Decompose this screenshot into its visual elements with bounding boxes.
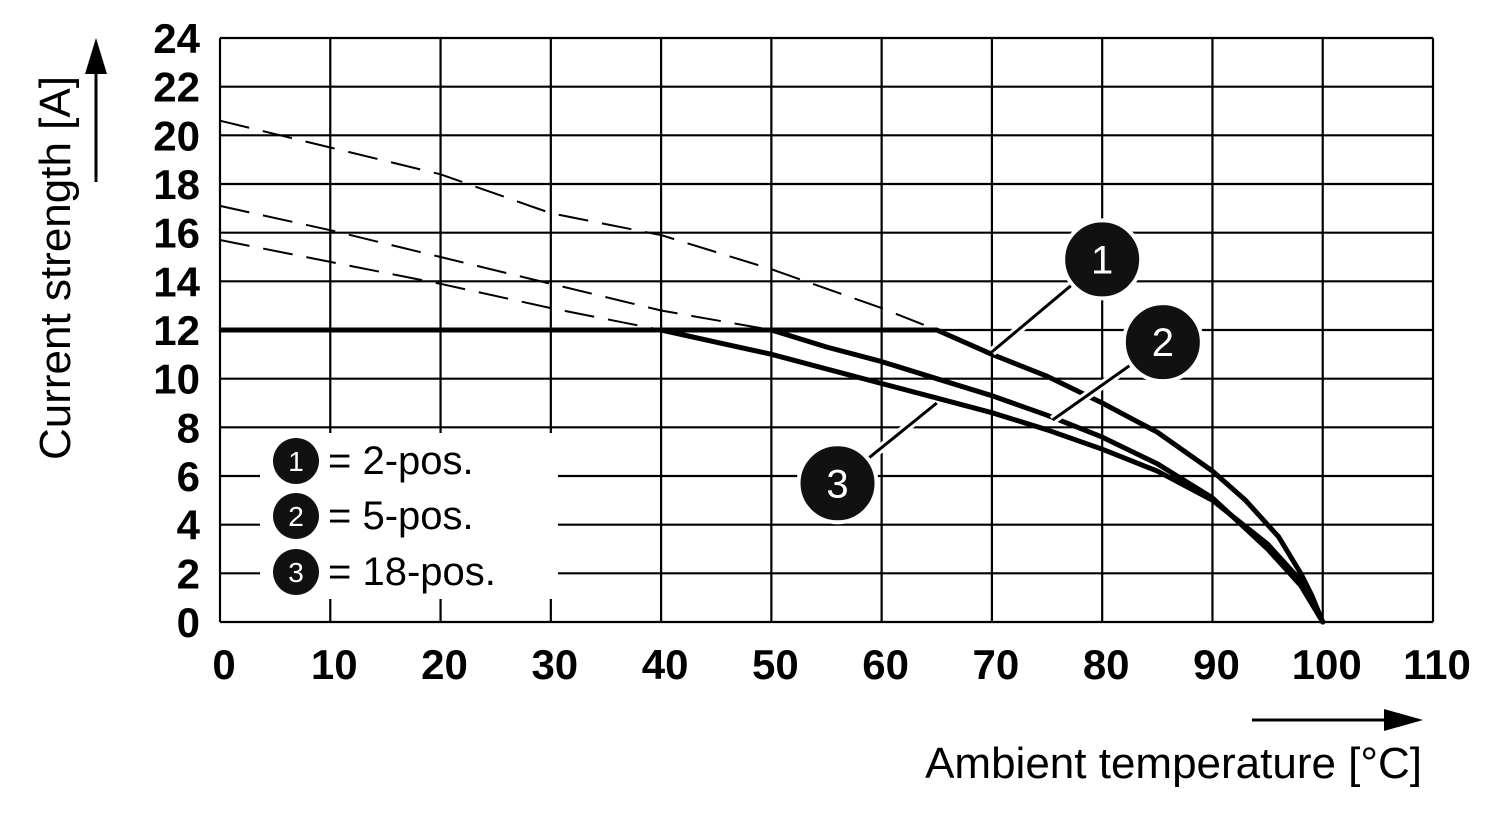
x-tick-label: 40 [642, 641, 689, 688]
x-tick-label: 0 [212, 641, 235, 688]
x-axis-label: Ambient temperature [°C] [925, 739, 1422, 788]
legend-label-2: = 5-pos. [328, 494, 474, 538]
x-tick-labels: 0 10 20 30 40 50 60 70 80 90 100 110 [212, 641, 1471, 688]
y-tick-label: 0 [177, 599, 200, 646]
series-callouts: 12 3 [796, 218, 1204, 525]
y-tick-label: 6 [177, 453, 200, 500]
x-tick-label: 90 [1193, 641, 1240, 688]
legend-badge-1-label: 1 [288, 446, 304, 477]
legend-badge-3-icon [273, 549, 319, 595]
x-tick-label: 110 [1403, 641, 1471, 688]
legend-item-2: 2 = 5-pos. [273, 493, 474, 539]
legend: 1 = 2-pos. 2 = 5-pos. 3 = 18-pos. [260, 433, 558, 599]
legend-item-1: 1 = 2-pos. [273, 438, 474, 484]
series-3-solid-line [658, 327, 1326, 625]
series-1-dashed-line [219, 119, 938, 331]
y-tick-label: 2 [177, 550, 200, 597]
legend-label-1: = 2-pos. [328, 439, 474, 483]
x-tick-label: 60 [862, 641, 909, 688]
legend-item-3: 3 = 18-pos. [273, 549, 496, 595]
series-2-dashed-line [219, 204, 772, 331]
y-tick-label: 10 [153, 356, 200, 403]
y-axis-arrow-icon [85, 38, 107, 182]
y-tick-label: 12 [153, 307, 200, 354]
legend-badge-3-label: 3 [288, 557, 304, 588]
x-tick-label: 50 [752, 641, 799, 688]
legend-label-3: = 18-pos. [328, 550, 496, 594]
x-tick-label: 80 [1083, 641, 1130, 688]
y-tick-label: 24 [153, 15, 200, 62]
y-tick-label: 4 [177, 502, 201, 549]
x-tick-label: 30 [531, 641, 578, 688]
y-tick-label: 20 [153, 112, 200, 159]
callout-label-2: 2 [1152, 321, 1174, 365]
y-tick-label: 16 [153, 210, 200, 257]
x-tick-label: 70 [973, 641, 1020, 688]
x-tick-label: 20 [421, 641, 468, 688]
series-3-dashed-line [219, 239, 662, 331]
y-tick-label: 18 [153, 161, 200, 208]
legend-badge-2-label: 2 [288, 501, 304, 532]
callout-badge-3-icon [796, 442, 879, 525]
callout-label-1: 1 [1091, 238, 1113, 282]
callout-label-3: 3 [826, 462, 848, 506]
y-tick-label: 14 [153, 258, 200, 305]
y-axis-label: Current strength [A] [31, 76, 80, 460]
series-1-solid-line [934, 327, 1326, 625]
grid [218, 36, 1435, 624]
callout-badge-2-icon [1121, 301, 1204, 384]
y-tick-label: 8 [177, 404, 200, 451]
callout-badge-1-icon [1061, 218, 1144, 301]
legend-badge-1-icon [273, 438, 319, 484]
legend-badge-2-icon [273, 493, 319, 539]
y-tick-label: 22 [153, 64, 200, 111]
x-axis-arrow-icon [1252, 709, 1423, 731]
series-2-solid-line [768, 327, 1326, 625]
x-tick-label: 10 [311, 641, 358, 688]
series-lines [219, 119, 1326, 625]
x-tick-label: 100 [1292, 641, 1362, 688]
